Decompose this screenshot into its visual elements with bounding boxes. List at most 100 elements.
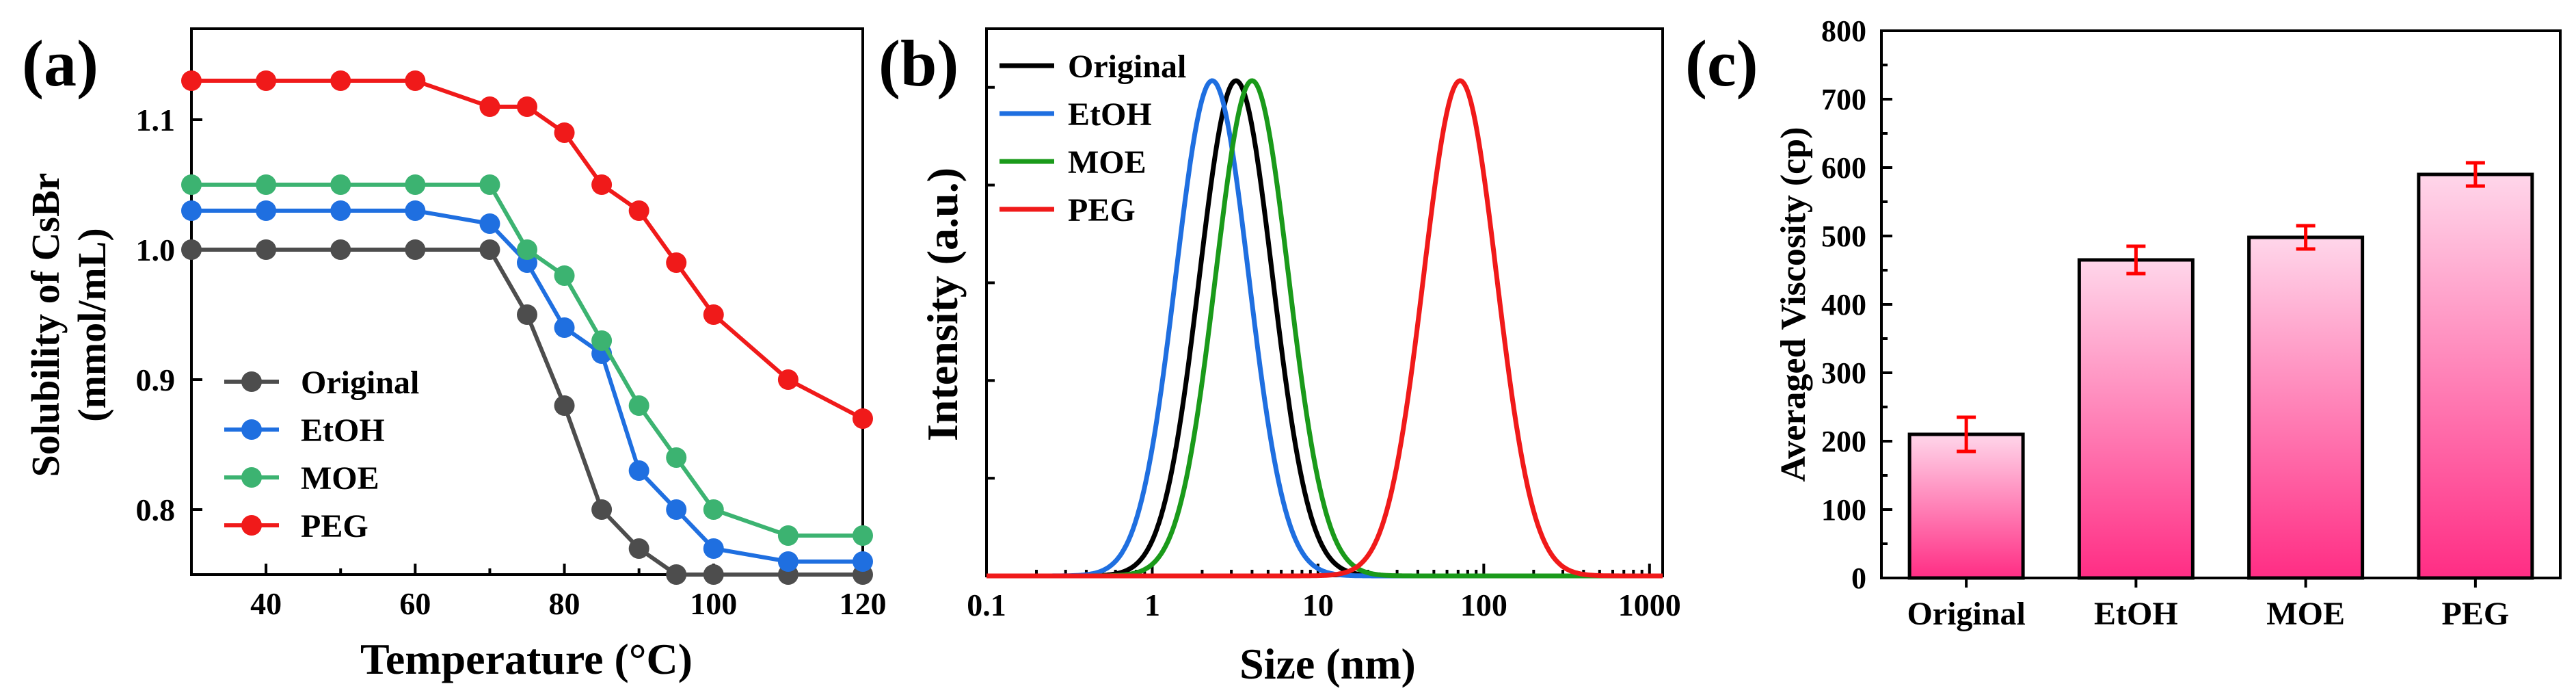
series-moe: [181, 174, 873, 546]
x-tick-label: Original: [1907, 596, 2025, 632]
panel-b-ticks: 0.1 1 10 100 1000: [967, 86, 1681, 622]
legend-marker: [241, 371, 262, 392]
series-etoh: [181, 200, 873, 572]
x-tick-label: PEG: [2442, 596, 2510, 632]
data-point: [181, 239, 202, 260]
x-tick-label: 1: [1144, 588, 1160, 622]
series-peg-curve: [987, 78, 1663, 579]
data-point: [666, 564, 687, 585]
x-tick-label: MOE: [2266, 596, 2345, 632]
legend-marker: [241, 515, 262, 536]
y-tick-label: 800: [1821, 14, 1866, 48]
series-original: [181, 239, 873, 585]
legend-label: EtOH: [1068, 96, 1152, 133]
legend-label: PEG: [301, 508, 368, 544]
panel-a-x-axis-label: Temperature (°C): [360, 635, 693, 683]
panel-a-y-ticks: 0.8 0.9 1.0 1.1: [136, 103, 202, 527]
bar-peg: [2417, 161, 2534, 580]
legend-item-moe: MOE: [224, 460, 379, 497]
data-point: [405, 200, 426, 221]
y-tick-label: 300: [1821, 356, 1866, 390]
panel-b-legend: Original EtOH MOE PEG: [999, 49, 1186, 228]
legend-marker: [241, 467, 262, 488]
data-point: [703, 538, 724, 559]
data-point: [703, 499, 724, 520]
data-point: [628, 538, 649, 559]
legend-item-peg: PEG: [999, 192, 1136, 228]
legend-item-peg: PEG: [224, 508, 368, 544]
x-tick-label: 120: [840, 586, 887, 621]
legend-item-moe: MOE: [999, 144, 1146, 181]
x-tick-label: 80: [549, 586, 580, 621]
legend-item-original: Original: [224, 365, 419, 401]
data-point: [517, 96, 537, 117]
data-point: [256, 174, 277, 195]
bar: [2077, 258, 2195, 580]
data-point: [628, 395, 649, 416]
bar-etoh: [2077, 244, 2195, 580]
panel-b-y-axis-label: Intensity (a.u.): [918, 168, 967, 441]
data-point: [181, 174, 202, 195]
data-point: [777, 525, 799, 546]
bar-moe: [2247, 224, 2365, 580]
series-peg: [181, 70, 873, 429]
y-tick-label: 0.9: [136, 363, 176, 397]
data-point: [703, 564, 724, 585]
panel-c-label: (c): [1685, 27, 1758, 100]
y-tick-label: 700: [1821, 83, 1866, 116]
y-tick-label: 400: [1821, 288, 1866, 321]
y-tick-label: 100: [1821, 493, 1866, 527]
panel-c-y-ticks: 0 100 200 300 400 500 600 700 800: [1821, 14, 1892, 595]
series-line: [191, 183, 863, 538]
bar: [1907, 432, 2025, 580]
data-point: [256, 70, 277, 91]
data-point: [554, 395, 575, 416]
x-tick-label: 40: [250, 586, 282, 621]
bar: [2417, 172, 2534, 580]
legend-label: Original: [301, 365, 419, 401]
x-tick-label: 100: [690, 586, 737, 621]
x-tick-label: 60: [399, 586, 431, 621]
x-tick-label: 10: [1302, 588, 1334, 622]
legend-label: Original: [1068, 49, 1186, 85]
data-point: [703, 304, 724, 325]
legend-item-original: Original: [999, 49, 1186, 85]
data-point: [554, 122, 575, 143]
x-tick-label: 0.1: [967, 588, 1006, 622]
data-point: [666, 447, 687, 468]
legend-label: MOE: [301, 460, 379, 497]
data-point: [517, 239, 537, 260]
data-point: [591, 174, 613, 195]
y-tick-label: 1.0: [136, 233, 176, 267]
panel-a-plot-area: [190, 27, 864, 576]
panel-a-y-axis-label-line2: (mmol/mL): [70, 228, 114, 422]
x-tick-label: 1000: [1618, 588, 1681, 622]
panel-a: (a) 0.8 0.9 1.0 1.1 40 60 80 100 120 Original Et…: [22, 27, 887, 683]
data-point: [330, 239, 351, 260]
legend-label: MOE: [1068, 144, 1146, 181]
data-point: [479, 239, 500, 260]
data-point: [517, 304, 537, 325]
y-tick-label: 1.1: [136, 103, 176, 137]
data-point: [853, 551, 873, 572]
y-tick-label: 0.8: [136, 492, 176, 527]
y-tick-label: 500: [1821, 220, 1866, 253]
y-tick-label: 200: [1821, 425, 1866, 458]
data-point: [405, 239, 426, 260]
data-point: [330, 70, 351, 91]
bar: [2247, 235, 2365, 580]
data-point: [330, 200, 351, 221]
panel-a-series: [181, 70, 873, 585]
panel-c: (c) 0 100 200 300 400 500 600 700 800 Original Et…: [1685, 14, 2562, 632]
data-point: [554, 265, 575, 286]
panel-c-x-labels: Original EtOH MOE PEG: [1907, 578, 2509, 632]
data-point: [666, 499, 687, 520]
legend-marker: [241, 419, 262, 440]
data-point: [853, 525, 873, 546]
data-point: [666, 252, 687, 273]
legend-item-etoh: EtOH: [999, 96, 1152, 133]
data-point: [405, 174, 426, 195]
data-point: [591, 330, 613, 351]
data-point: [330, 174, 351, 195]
